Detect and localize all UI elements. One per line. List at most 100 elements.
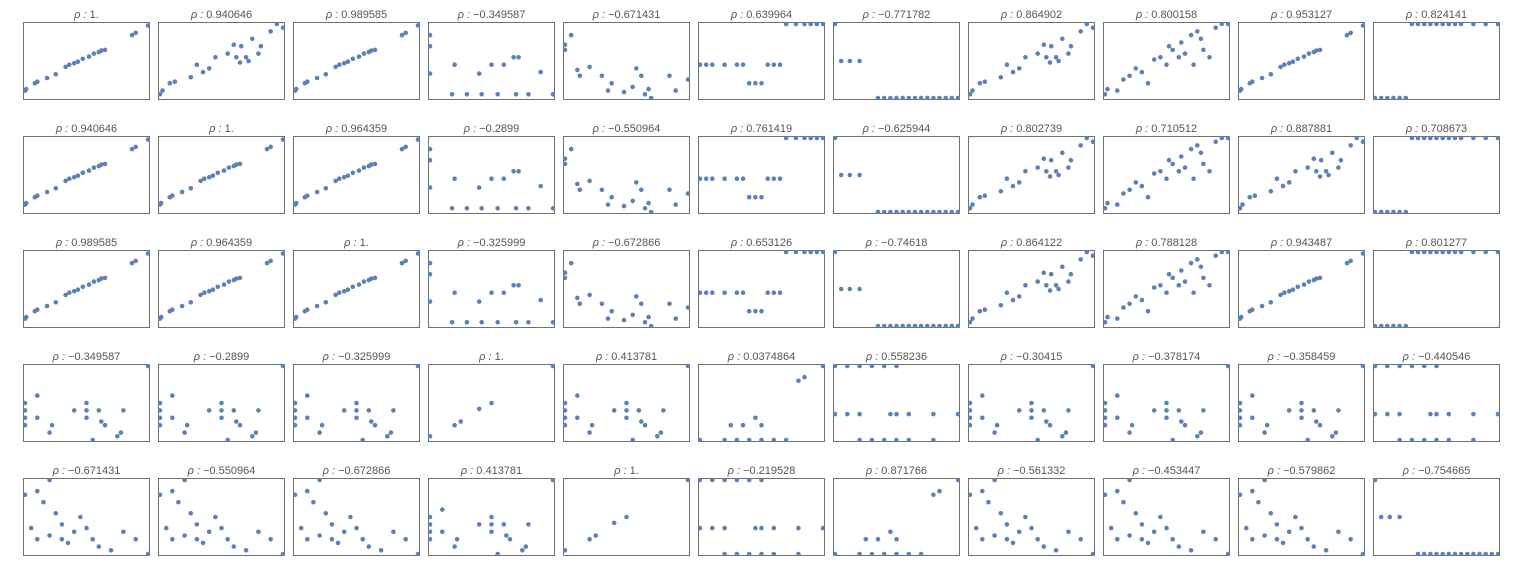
data-point (746, 551, 752, 556)
plot-frame (698, 22, 825, 100)
data-point (771, 525, 777, 531)
data-point (980, 393, 985, 398)
data-point (881, 437, 887, 442)
data-point (1176, 169, 1182, 174)
data-point (35, 415, 40, 421)
plot-frame (23, 250, 150, 328)
data-point (943, 323, 948, 328)
data-point (495, 92, 500, 97)
data-point (145, 364, 150, 369)
scatter-panel: ρ : 0.887881 (1238, 122, 1365, 214)
data-point (1268, 189, 1274, 194)
data-point (225, 51, 230, 56)
plot-area (1238, 364, 1365, 442)
data-point (1440, 551, 1445, 556)
rho-value: 0.864902 (1016, 9, 1063, 21)
data-point (587, 64, 592, 70)
data-point (881, 364, 887, 369)
data-point (875, 95, 881, 100)
data-point (305, 415, 310, 421)
plot-area (428, 22, 555, 100)
plot-frame (698, 478, 825, 556)
data-point (1078, 143, 1083, 148)
data-point (685, 305, 690, 310)
data-point (80, 170, 86, 176)
data-point (280, 551, 285, 556)
scatter-panel: ρ : −0.453447 (1103, 464, 1230, 556)
data-point (243, 548, 249, 553)
data-point (1314, 169, 1319, 174)
data-point (1139, 297, 1145, 303)
scatter-panel: ρ : 0.824141 (1373, 8, 1500, 100)
plot-area (563, 136, 690, 214)
data-point (577, 73, 583, 79)
data-point (1483, 551, 1488, 556)
data-point (1274, 522, 1280, 527)
data-point (943, 209, 948, 214)
data-point (372, 47, 378, 53)
data-point (415, 251, 420, 256)
data-point (685, 478, 690, 483)
data-point (1016, 529, 1022, 535)
plot-frame (1373, 364, 1500, 442)
data-point (526, 206, 531, 211)
data-point (857, 286, 862, 292)
data-point (399, 260, 405, 266)
data-point (1047, 288, 1053, 293)
data-point (250, 36, 255, 42)
data-point (268, 536, 273, 542)
panel-title: ρ : −0.349587 (428, 8, 555, 22)
rho-prefix: ρ : (1267, 351, 1284, 363)
data-point (341, 60, 347, 66)
data-point (568, 32, 574, 38)
data-point (145, 137, 150, 142)
data-point (1373, 323, 1378, 328)
data-point (452, 422, 457, 428)
data-point (1053, 169, 1059, 174)
panel-title: ρ : 0.871766 (833, 464, 960, 478)
data-point (970, 88, 975, 93)
plot-area (698, 22, 825, 100)
rho-value: 0.940646 (71, 123, 118, 135)
plot-area (1373, 136, 1500, 214)
data-point (415, 551, 420, 556)
data-point (838, 286, 844, 292)
data-point (753, 525, 758, 531)
rho-prefix: ρ : (460, 465, 477, 477)
data-point (84, 415, 89, 421)
rho-prefix: ρ : (727, 465, 744, 477)
data-point (1378, 323, 1384, 328)
data-point (1198, 264, 1204, 270)
data-point (226, 279, 232, 284)
plot-frame (428, 22, 555, 100)
data-point (639, 419, 644, 424)
data-point (35, 536, 40, 542)
panel-title: ρ : −0.349587 (23, 350, 150, 364)
plot-area (23, 22, 150, 100)
panel-title: ρ : −0.625944 (833, 122, 960, 136)
data-point (634, 180, 639, 185)
data-point (1264, 422, 1270, 428)
data-point (102, 161, 108, 167)
data-point (314, 303, 320, 309)
rho-prefix: ρ : (52, 465, 69, 477)
data-point (793, 136, 799, 141)
data-point (1373, 364, 1378, 369)
data-point (894, 536, 899, 542)
data-point (158, 400, 163, 406)
data-point (337, 62, 342, 67)
data-point (1207, 283, 1212, 288)
data-point (99, 162, 104, 167)
data-point (219, 408, 224, 413)
plot-frame (1238, 478, 1365, 556)
data-point (428, 260, 433, 266)
data-point (777, 176, 783, 181)
rho-value: 0.989585 (341, 9, 388, 21)
data-point (293, 415, 298, 421)
data-point (1219, 22, 1225, 27)
panel-title: ρ : 0.953127 (1238, 8, 1365, 22)
data-point (1035, 51, 1040, 56)
scatter-panel: ρ : 0.953127 (1238, 8, 1365, 100)
rho-value: 0.413781 (476, 465, 523, 477)
data-point (369, 48, 374, 53)
